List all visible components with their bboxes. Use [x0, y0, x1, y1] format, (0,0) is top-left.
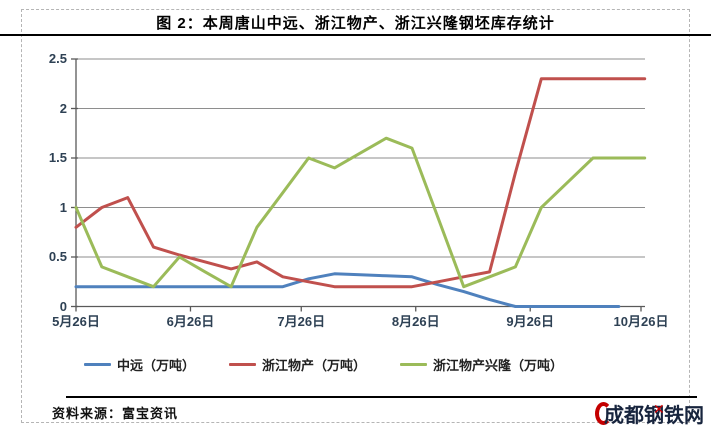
legend-swatch-icon — [84, 363, 111, 366]
brand-logo: 成都钢铁网 ✕ — [595, 399, 704, 428]
x-axis-label: 10月26日 — [613, 314, 669, 329]
title-divider — [0, 34, 711, 36]
x-axis-label: 5月26日 — [52, 314, 100, 329]
x-axis-label: 9月26日 — [506, 314, 555, 329]
y-axis-label: 0 — [59, 298, 67, 314]
x-axis-label: 6月26日 — [166, 314, 215, 329]
y-axis-label: 0.5 — [48, 249, 67, 264]
legend-label: 浙江物产兴隆（万吨） — [433, 358, 564, 373]
y-axis-label: 2.5 — [48, 51, 67, 66]
x-axis-label: 7月26日 — [277, 314, 326, 329]
series-line-2 — [74, 136, 647, 289]
logo-x-icon: ✕ — [653, 401, 665, 417]
legend-label: 浙江物产（万吨） — [262, 358, 367, 373]
footer-divider — [66, 396, 697, 398]
y-axis-label: 2 — [59, 100, 67, 116]
figure-title: 图 2：本周唐山中远、浙江物产、浙江兴隆钢坯库存统计 — [156, 14, 555, 32]
source-note: 资料来源：富宝资讯 — [52, 406, 179, 421]
legend-item-2: 浙江物产兴隆（万吨） — [400, 355, 563, 374]
legend-item-0: 中远（万吨） — [84, 355, 195, 374]
legend-swatch-icon — [229, 363, 257, 366]
legend-item-1: 浙江物产（万吨） — [229, 355, 366, 374]
chart-legend: 中远（万吨） 浙江物产（万吨） 浙江物产兴隆（万吨） — [84, 355, 563, 374]
y-axis-label: 1.5 — [48, 150, 67, 165]
logo-crescent-icon — [595, 402, 612, 425]
x-axis-label: 8月26日 — [391, 314, 440, 329]
figure-title-bar: 图 2：本周唐山中远、浙江物产、浙江兴隆钢坯库存统计 — [24, 11, 687, 33]
series-line-0 — [74, 272, 621, 308]
legend-label: 中远（万吨） — [117, 358, 196, 373]
series-line-1 — [74, 77, 647, 289]
y-axis-label: 1 — [59, 199, 67, 215]
logo-text: 成都钢铁网 ✕ — [604, 401, 704, 427]
legend-swatch-icon — [400, 363, 428, 366]
